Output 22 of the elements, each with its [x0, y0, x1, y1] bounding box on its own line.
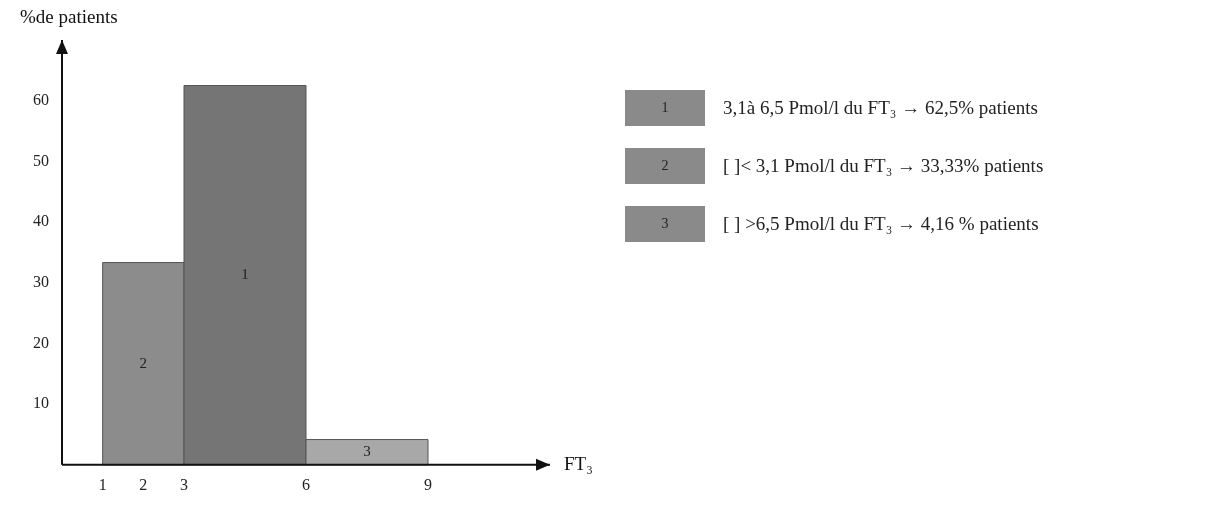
x-tick-label: 3 — [180, 475, 188, 493]
swatch: 1 — [625, 90, 705, 126]
annotation: 1 — [241, 266, 249, 283]
y-tick-label: 40 — [33, 212, 49, 230]
text: 3,1à 6,5 Pmol/l du FT₃ → 62,5% patients — [723, 97, 1038, 119]
y-tick-label: 10 — [33, 394, 49, 412]
swatch: 2 — [625, 148, 705, 184]
text: [ ] >6,5 Pmol/l du FT₃ → 4,16 % patients — [723, 213, 1039, 235]
x-axis-title: FT₃ — [564, 452, 593, 474]
y-tick-label: 50 — [33, 151, 49, 169]
x-tick-label: 6 — [302, 475, 310, 493]
y-tick-label: 60 — [33, 90, 49, 108]
y-tick-label: 20 — [33, 333, 49, 351]
text: [ ]< 3,1 Pmol/l du FT₃ → 33,33% patients — [723, 155, 1044, 177]
annotation: 2 — [139, 354, 148, 371]
x-tick-label: 2 — [139, 475, 148, 493]
y-axis-title: %de patients — [20, 5, 118, 27]
x-tick-label: 1 — [98, 475, 107, 493]
annotation: 3 — [363, 443, 371, 460]
x-tick-label: 9 — [424, 475, 432, 493]
y-tick-label: 30 — [33, 272, 49, 290]
swatch: 3 — [625, 206, 705, 242]
